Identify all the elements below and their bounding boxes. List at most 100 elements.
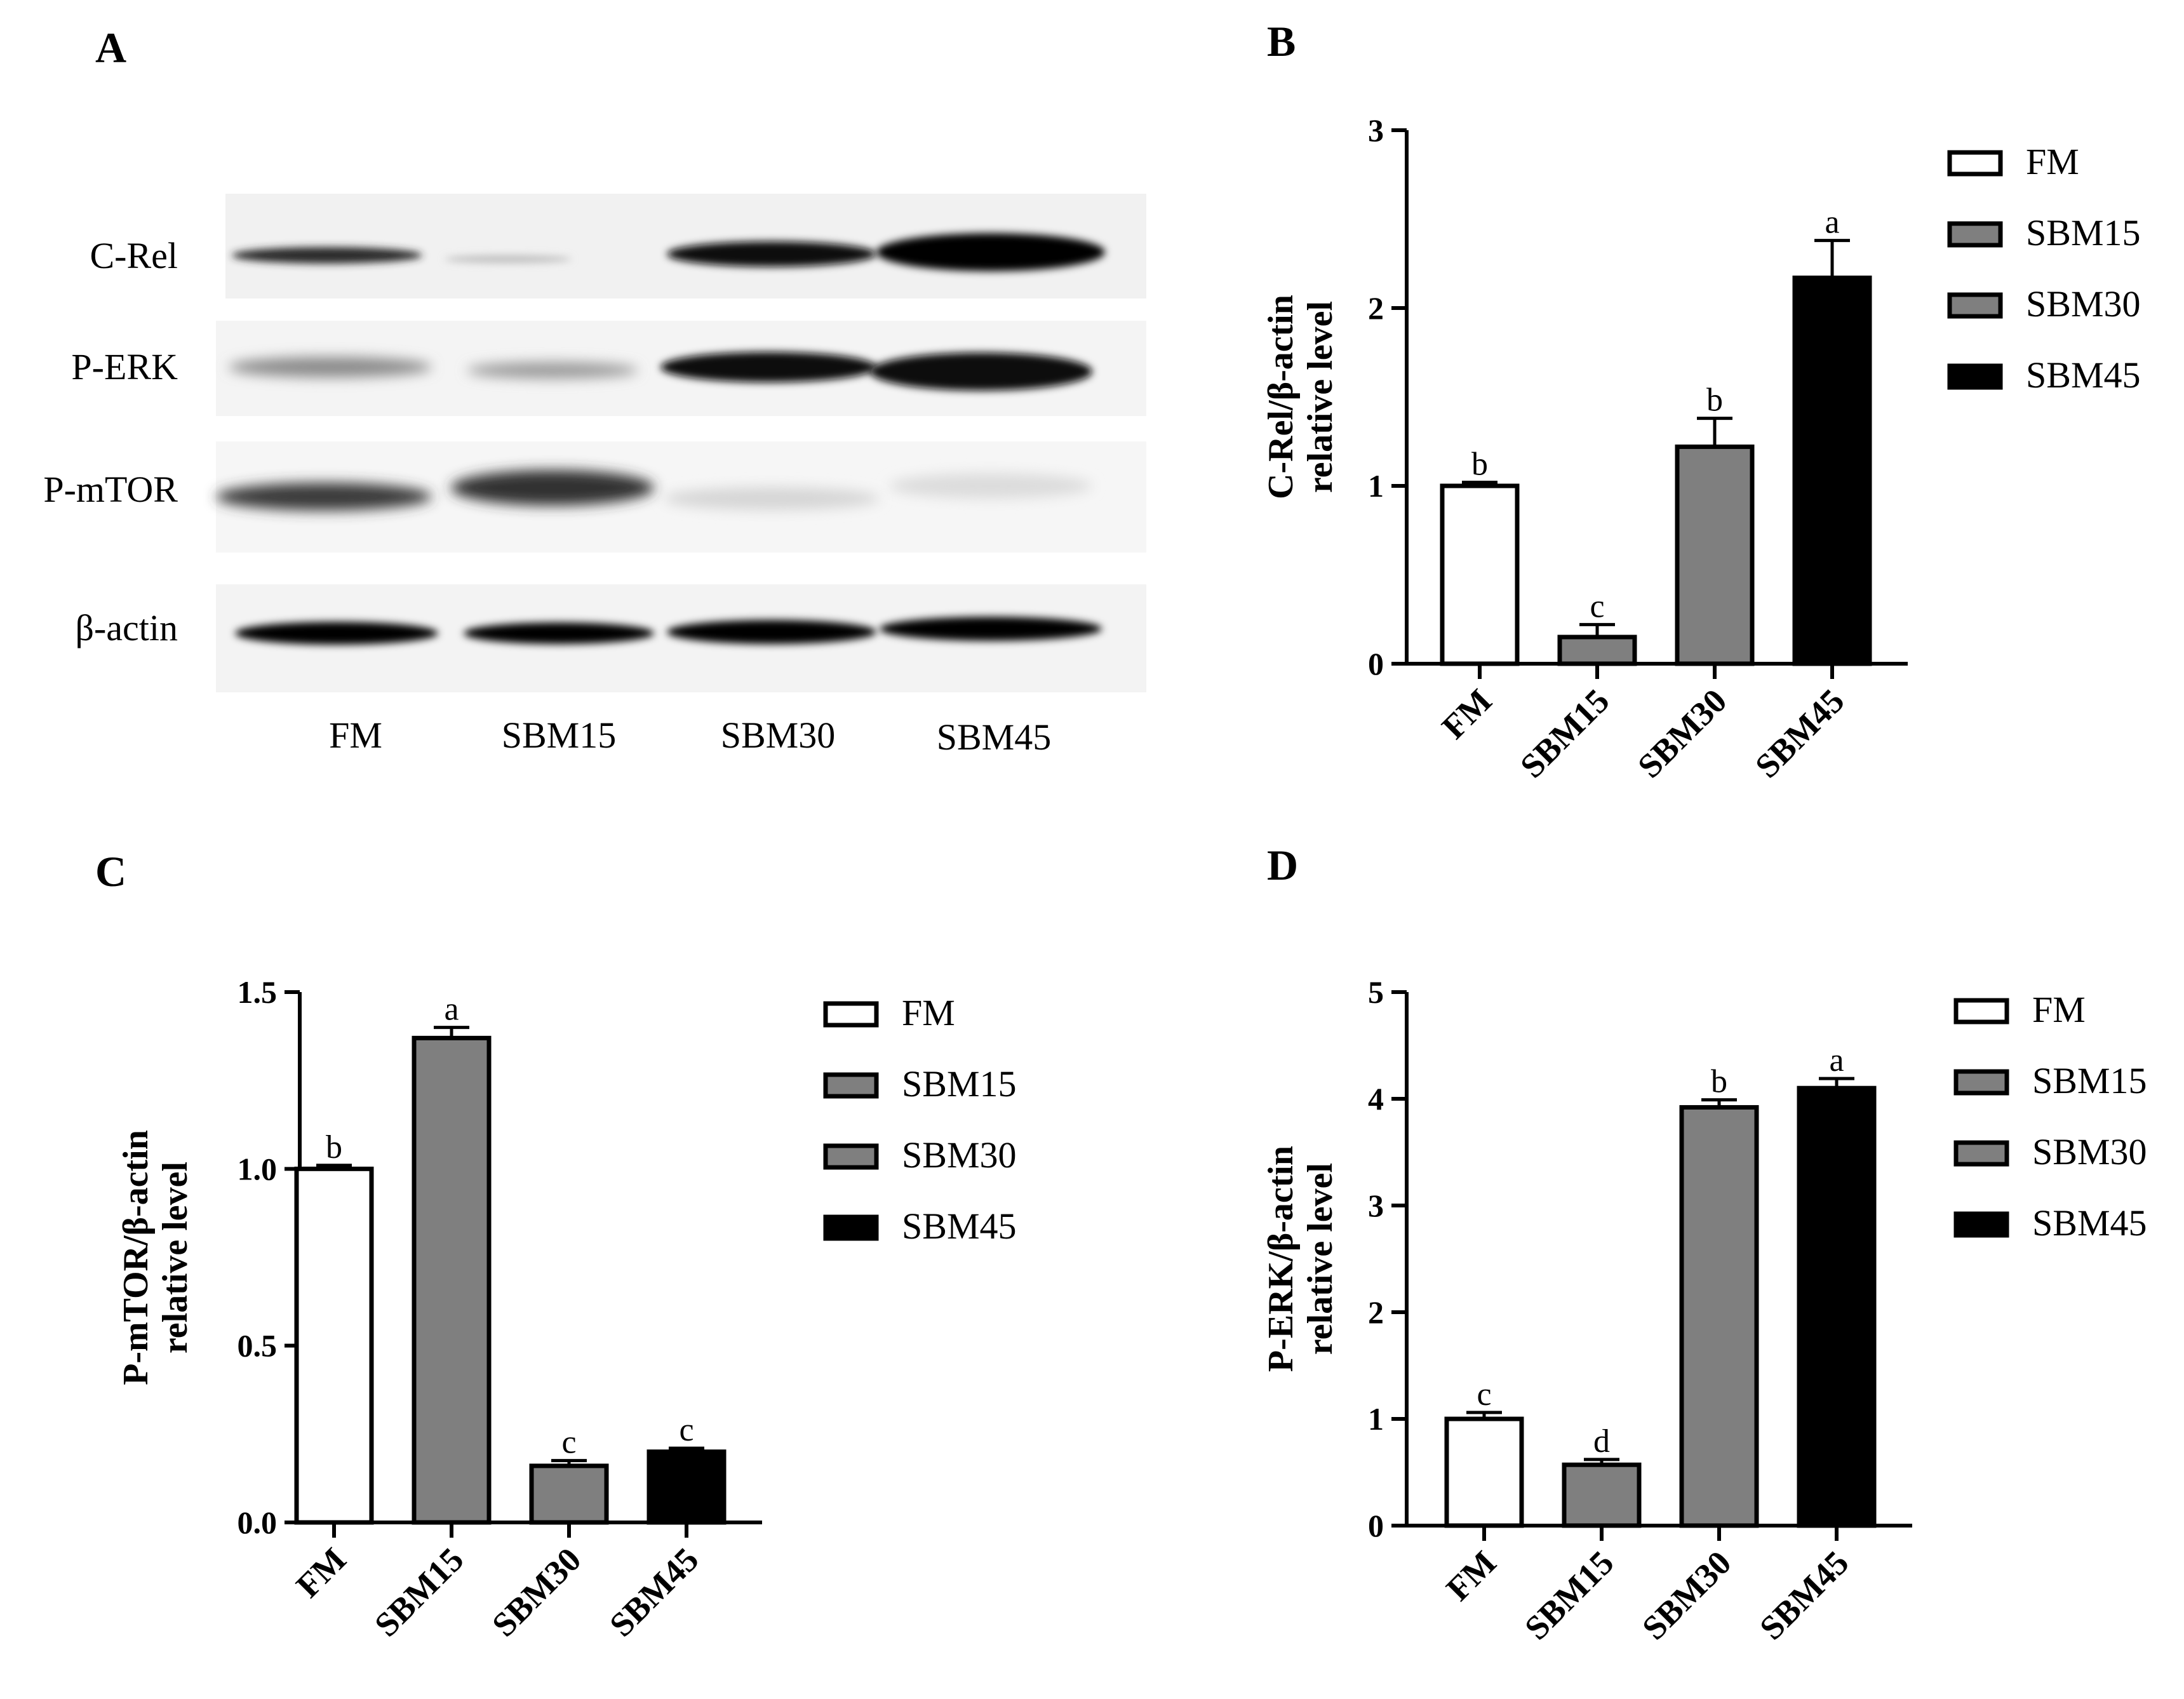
legend-label-fm: FM: [2032, 989, 2086, 1030]
panel-letter-a: A: [95, 24, 126, 72]
p-mtor-band-sbm15: [451, 470, 654, 506]
p-mtor-bands: [216, 470, 1092, 511]
significance-label-sbm15: d: [1593, 1423, 1610, 1460]
beta-actin-band-sbm30: [667, 620, 876, 644]
legend-swatch-fm: [1947, 150, 2003, 177]
blot-lane-label-sbm15: SBM15: [502, 715, 617, 756]
y-tick-label-2: 2: [1368, 1294, 1384, 1330]
y-axis-label: C-Rel/β-actin relative level: [1261, 295, 1340, 499]
x-tick-label-sbm15: SBM15: [1517, 1543, 1621, 1647]
significance-label-fm: b: [1471, 446, 1488, 482]
blot-lane-label-sbm30: SBM30: [721, 715, 836, 756]
beta-actin-band-sbm15: [464, 622, 654, 644]
significance-label-sbm15: c: [1590, 588, 1604, 624]
legend-swatch-fm: [1953, 998, 2009, 1024]
panel-letter-b: B: [1267, 17, 1296, 65]
p-mtor-band-sbm30: [664, 487, 880, 510]
legend-swatch-sbm30: [1953, 1140, 2009, 1167]
bar-sbm30: [529, 1463, 609, 1525]
bar-fm: [1440, 483, 1520, 666]
y-tick-label-3: 3: [1368, 1188, 1384, 1223]
significance-label-sbm45: a: [1825, 205, 1839, 241]
p-erk-bands: [229, 352, 1092, 391]
y-tick-label-1: 1: [1368, 468, 1384, 504]
bar-sbm45: [1792, 275, 1872, 666]
legend-swatch-sbm45: [1947, 363, 2003, 390]
y-axis-label-line2: relative level: [1301, 301, 1340, 493]
p-erk-band-sbm45: [870, 353, 1092, 391]
y-axis-label-line1: P-ERK/β-actin: [1261, 1146, 1301, 1372]
bar-sbm15: [412, 1035, 492, 1525]
legend-swatch-sbm30: [823, 1143, 879, 1170]
p-erk-band-sbm15: [467, 362, 638, 379]
y-tick-label-0-5: 0.5: [238, 1328, 278, 1364]
significance-label-sbm45: c: [679, 1412, 693, 1448]
x-tick-label-sbm30: SBM30: [1635, 1543, 1738, 1647]
y-tick-label-3: 3: [1368, 112, 1384, 148]
beta-actin-bands: [235, 617, 1102, 645]
western-blot-image: C-Rel P-ERK P-mTOR β-actin FM SBM15 SBM3…: [43, 194, 1146, 758]
legend-label-sbm45: SBM45: [902, 1205, 1017, 1247]
y-axis-label: P-mTOR/β-actin relative level: [116, 1130, 195, 1385]
p-erk-band-fm: [229, 357, 432, 377]
x-tick-label-sbm45: SBM45: [602, 1540, 706, 1644]
bar-fm: [294, 1166, 374, 1525]
c-rel-band-sbm15: [445, 255, 572, 263]
x-tick-label-sbm15: SBM15: [367, 1540, 471, 1644]
legend-swatch-fm: [823, 1001, 879, 1028]
chart-b: 0 1 2 3 C-Rel/β-actin relative level b FM c SBM15…: [1261, 112, 2141, 785]
c-rel-band-fm: [232, 247, 422, 264]
blot-row-label-p-erk: P-ERK: [71, 346, 178, 387]
blot-row-label-c-rel: C-Rel: [90, 235, 178, 276]
legend-label-sbm45: SBM45: [2026, 354, 2141, 396]
bar-sbm30: [1679, 1105, 1759, 1528]
significance-label-fm: b: [326, 1129, 342, 1165]
c-rel-band-sbm30: [667, 241, 876, 267]
y-axis-label-line1: C-Rel/β-actin: [1261, 295, 1301, 499]
legend-swatch-sbm45: [1953, 1211, 2009, 1238]
legend-label-fm: FM: [902, 992, 955, 1033]
y-tick-label-0-0: 0.0: [238, 1505, 278, 1540]
legend-label-sbm30: SBM30: [2026, 283, 2141, 325]
y-axis-label-line2: relative level: [156, 1162, 195, 1353]
x-tick-label-fm: FM: [1435, 682, 1499, 746]
panel-letter-c: C: [95, 847, 126, 896]
p-mtor-band-fm: [216, 483, 432, 511]
y-axis-label-line2: relative level: [1301, 1163, 1340, 1355]
y-tick-label-0: 0: [1368, 1508, 1384, 1543]
blot-row-label-p-mtor: P-mTOR: [43, 469, 178, 510]
legend-label-sbm15: SBM15: [902, 1063, 1017, 1105]
beta-actin-band-sbm45: [880, 617, 1102, 641]
y-tick-label-5: 5: [1368, 974, 1384, 1010]
y-axis-label-line1: P-mTOR/β-actin: [116, 1130, 156, 1385]
significance-label-fm: c: [1477, 1376, 1491, 1413]
y-axis-label: P-ERK/β-actin relative level: [1261, 1146, 1340, 1372]
legend-swatch-sbm15: [1953, 1069, 2009, 1096]
legend-label-sbm30: SBM30: [902, 1134, 1017, 1176]
panel-letter-d: D: [1267, 841, 1298, 889]
y-tick-label-1-0: 1.0: [238, 1151, 278, 1186]
significance-label-sbm30: c: [561, 1425, 576, 1461]
legend-swatch-sbm15: [1947, 221, 2003, 248]
c-rel-band-sbm45: [876, 233, 1105, 271]
significance-label-sbm30: b: [1711, 1064, 1727, 1100]
blot-lane-label-sbm45: SBM45: [937, 716, 1052, 758]
legend-label-sbm15: SBM15: [2032, 1060, 2147, 1101]
x-tick-label-sbm30: SBM30: [485, 1540, 588, 1644]
y-tick-label-4: 4: [1368, 1081, 1384, 1117]
p-mtor-band-sbm45: [889, 473, 1092, 499]
legend-label-sbm30: SBM30: [2032, 1131, 2147, 1172]
blot-row-label-beta-actin: β-actin: [75, 607, 178, 648]
x-tick-label-sbm15: SBM15: [1513, 682, 1616, 785]
y-tick-label-0: 0: [1368, 646, 1384, 682]
bar-sbm30: [1675, 444, 1755, 666]
significance-label-sbm45: a: [1829, 1042, 1844, 1078]
x-tick-label-fm: FM: [289, 1540, 354, 1605]
beta-actin-band-fm: [235, 622, 438, 645]
bar-fm: [1444, 1416, 1524, 1528]
bar-sbm45: [646, 1449, 727, 1525]
legend-label-sbm45: SBM45: [2032, 1202, 2147, 1244]
significance-label-sbm15: a: [444, 991, 459, 1028]
y-tick-label-1-5: 1.5: [238, 974, 278, 1010]
